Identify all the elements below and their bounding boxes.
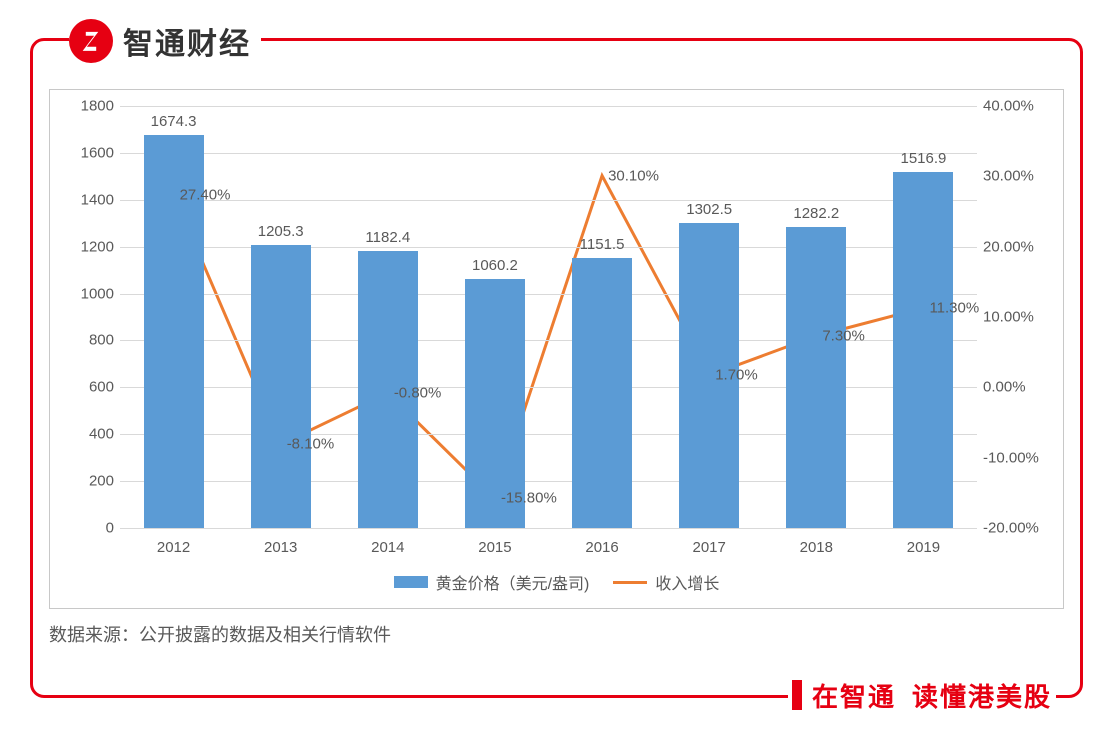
x-axis-label: 2012	[157, 539, 190, 556]
line-value-label: -0.80%	[394, 384, 442, 401]
legend-bar: 黄金价格（美元/盎司)	[394, 570, 590, 594]
line-value-label: -8.10%	[287, 436, 335, 453]
x-axis-label: 2017	[693, 539, 726, 556]
line-value-label: 11.30%	[929, 299, 979, 316]
x-axis-label: 2014	[371, 539, 404, 556]
legend-bar-label: 黄金价格（美元/盎司)	[436, 570, 590, 594]
line-value-label: 30.10%	[608, 167, 659, 184]
bar-value-label: 1205.3	[231, 223, 331, 240]
bar-value-label: 1302.5	[659, 201, 759, 218]
line-value-label: 1.70%	[715, 367, 758, 384]
bar-value-label: 1182.4	[338, 229, 438, 246]
plot-area: 020040060080010001200140016001800-20.00%…	[120, 106, 977, 528]
legend-line-label: 收入增长	[655, 570, 719, 594]
line-value-label: -15.80%	[501, 490, 557, 507]
bar-value-label: 1060.2	[445, 257, 545, 274]
chart-container: 020040060080010001200140016001800-20.00%…	[49, 89, 1064, 609]
bar-value-label: 1151.5	[552, 236, 652, 253]
x-axis-label: 2013	[264, 539, 297, 556]
brand-name: 智通财经	[123, 19, 251, 63]
x-axis-label: 2015	[478, 539, 511, 556]
bar-value-label: 1516.9	[873, 150, 973, 167]
bar	[786, 227, 846, 528]
footer-slogan: 在智通读懂港美股	[788, 677, 1056, 713]
bar-value-label: 1674.3	[124, 113, 224, 130]
brand: 智通财经	[69, 17, 261, 65]
line-value-label: 27.40%	[180, 186, 231, 203]
legend-line-swatch	[613, 581, 647, 584]
legend-line: 收入增长	[613, 570, 719, 594]
bar	[251, 245, 311, 528]
line-layer	[120, 106, 977, 528]
source-text: 数据来源：公开披露的数据及相关行情软件	[49, 621, 391, 647]
x-axis-label: 2019	[907, 539, 940, 556]
bar	[572, 258, 632, 528]
legend: 黄金价格（美元/盎司) 收入增长	[50, 570, 1063, 594]
card-frame: 智通财经 020040060080010001200140016001800-2…	[30, 38, 1083, 698]
footer-accent-bar	[792, 680, 802, 710]
x-axis-label: 2018	[800, 539, 833, 556]
legend-bar-swatch	[394, 576, 428, 588]
brand-logo-icon	[69, 19, 113, 63]
line-value-label: 7.30%	[822, 327, 865, 344]
bar-value-label: 1282.2	[766, 205, 866, 222]
footer-text: 在智通读懂港美股	[812, 677, 1052, 714]
bar	[893, 172, 953, 528]
x-axis-label: 2016	[585, 539, 618, 556]
